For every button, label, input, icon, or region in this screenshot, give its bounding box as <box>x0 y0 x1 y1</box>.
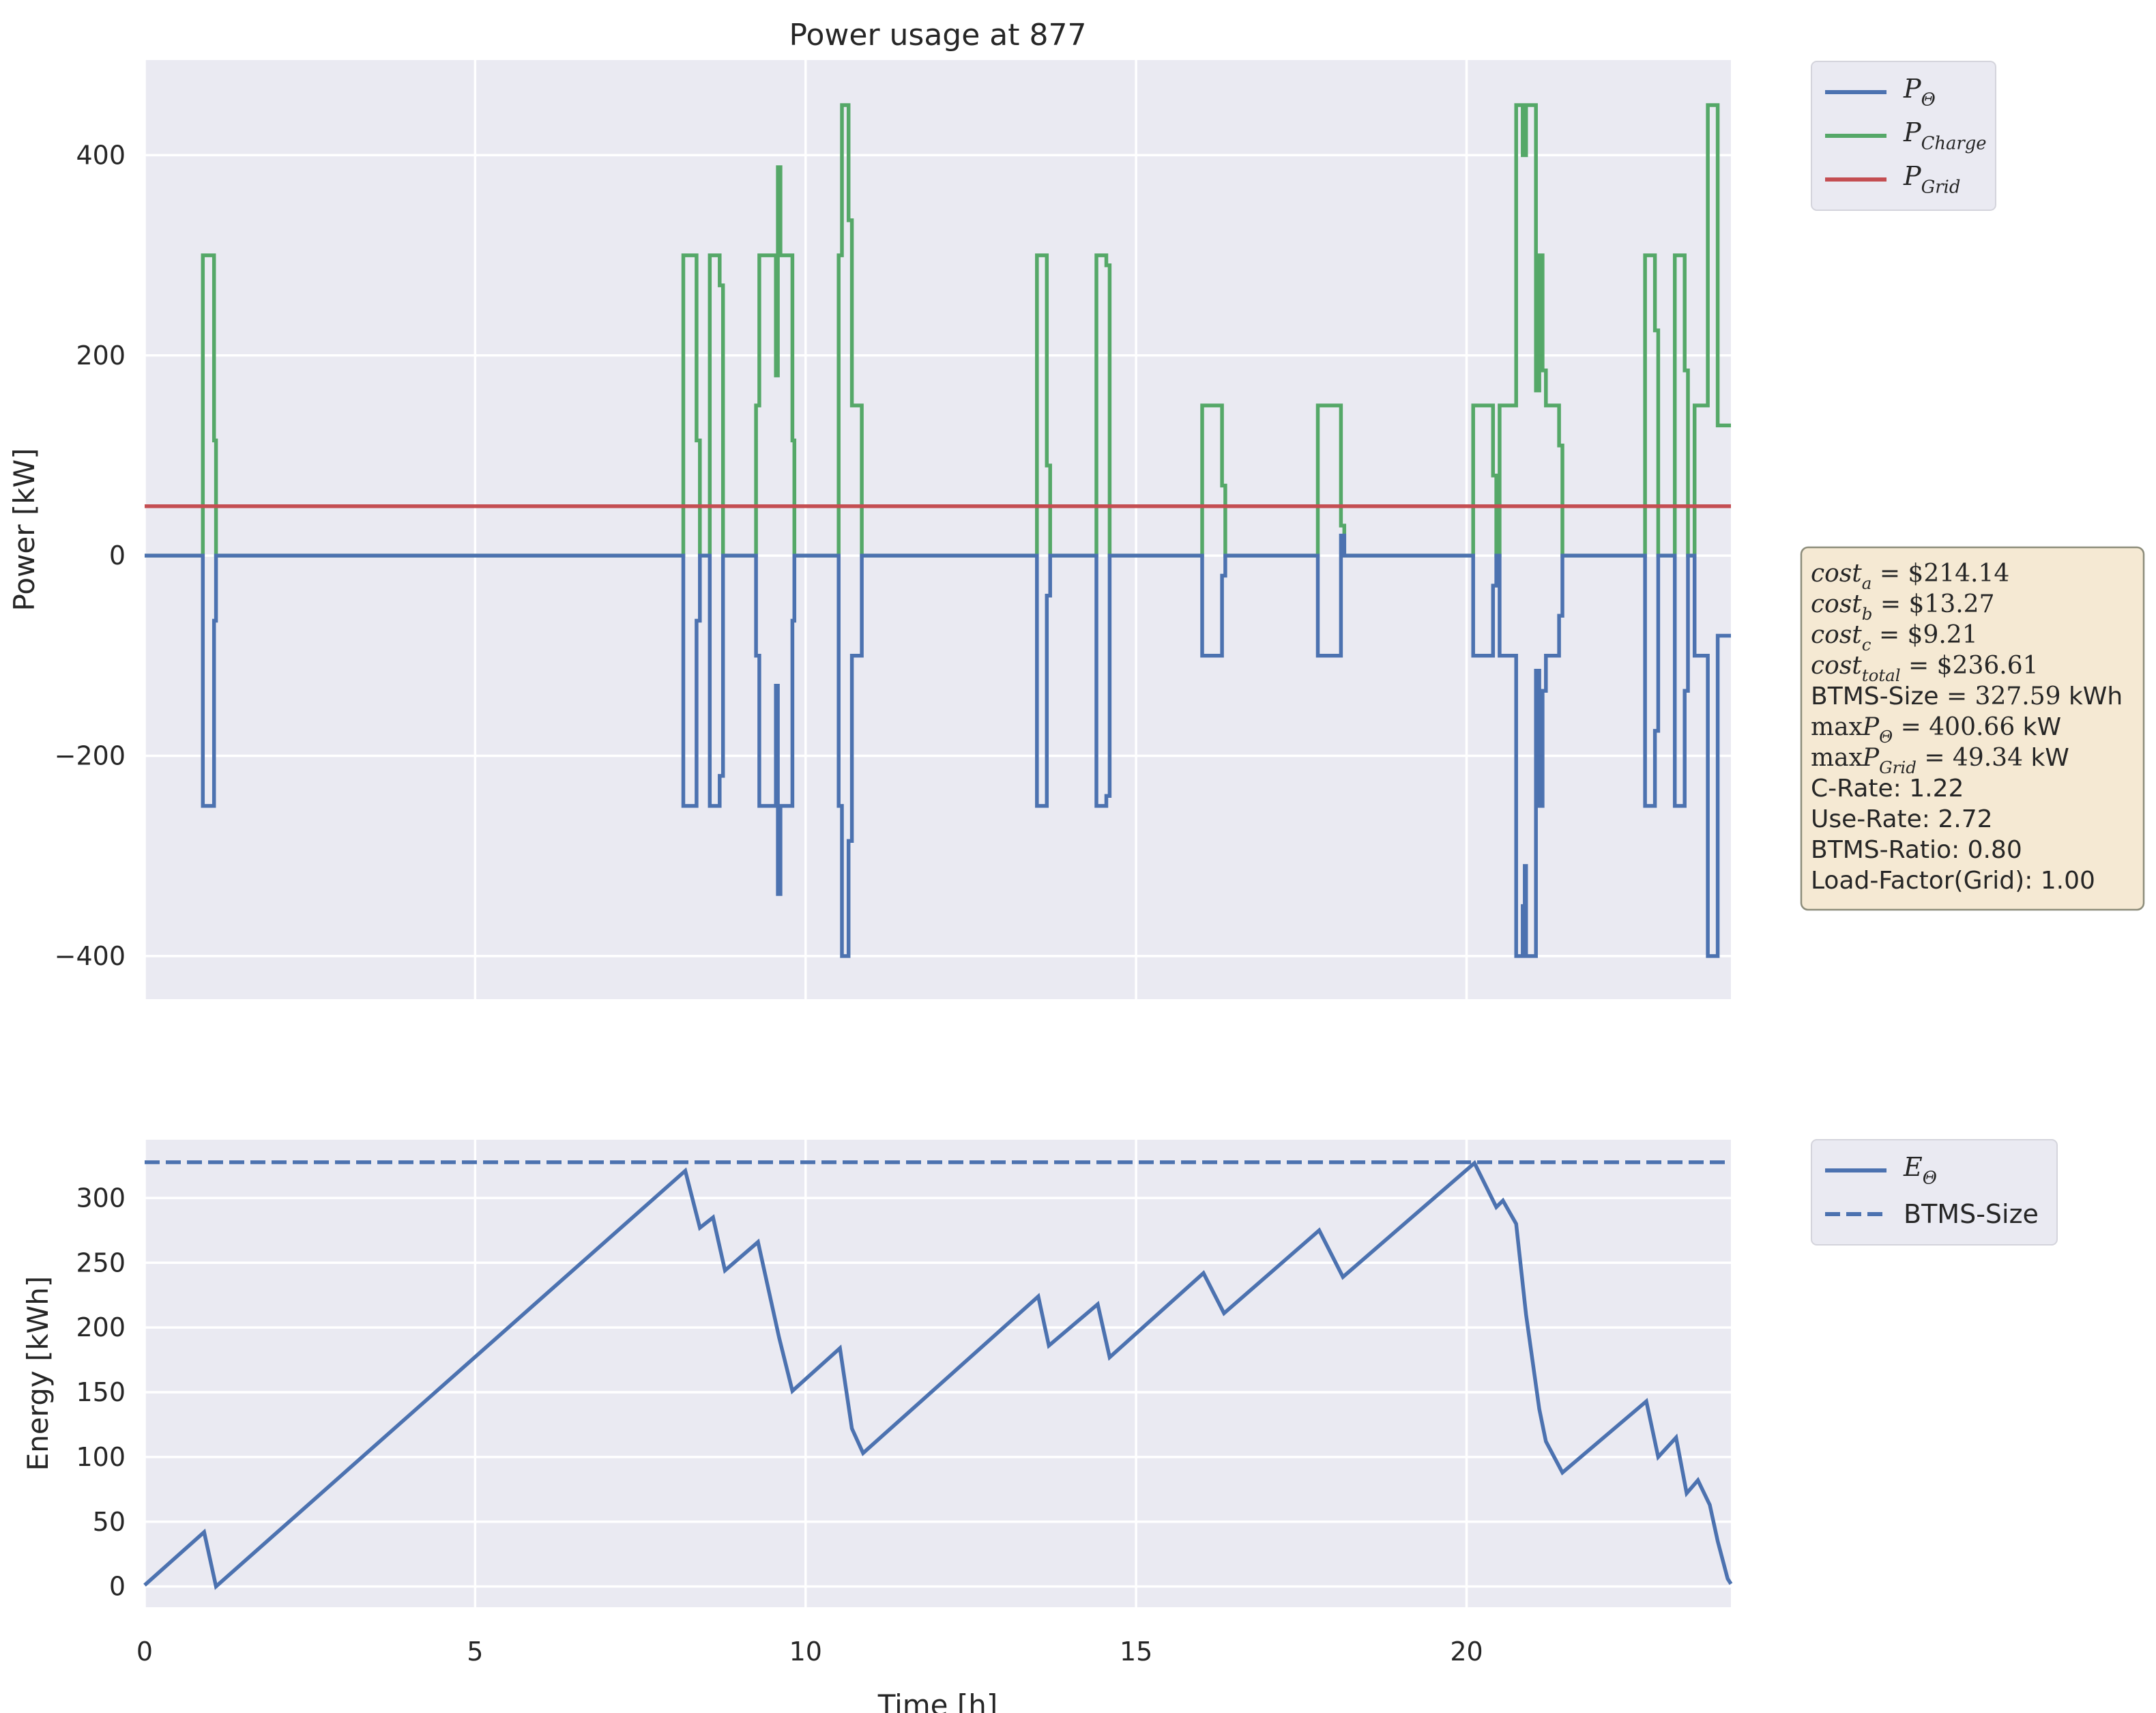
y-axis-label: Energy [kWh] <box>21 1276 55 1471</box>
math-base: P <box>1862 744 1880 772</box>
math-trailing: = $236.61 <box>1901 652 2039 680</box>
math-subscript: Grid <box>1921 177 1961 197</box>
info-label: BTMS-Size <box>1811 682 1947 710</box>
y-tick-label: 300 <box>76 1183 126 1213</box>
legend-label: EΘ <box>1903 1152 1937 1188</box>
info-line: costb = $13.27 <box>1811 590 1994 624</box>
math-base: P <box>1862 713 1880 741</box>
math-subscript: c <box>1862 635 1871 654</box>
info-line: maxPΘ = 400.66 kW <box>1811 713 2061 747</box>
math-subscript: total <box>1862 665 1901 685</box>
math-subscript: Θ <box>1879 727 1893 747</box>
y-tick-label: 0 <box>109 1572 126 1602</box>
y-tick-label: 200 <box>76 341 126 371</box>
energy-chart: 300 250 200 150 100 50 0 0 5 10 15 20 Time [h] Energy… <box>21 1140 1733 1713</box>
legend-label: PΘ <box>1903 74 1936 110</box>
legend-box <box>1811 61 1996 211</box>
y-tick-label: 250 <box>76 1248 126 1278</box>
series-line <box>145 534 1731 958</box>
math-base: cost <box>1811 621 1862 649</box>
math-subscript: Θ <box>1921 89 1936 110</box>
info-line: BTMS-Ratio: 0.80 <box>1811 836 2022 864</box>
y-tick-label: 50 <box>93 1507 126 1537</box>
series-line <box>143 1160 1733 1590</box>
math-trailing: = $9.21 <box>1871 621 1978 649</box>
math-base: cost <box>1811 590 1862 618</box>
info-line: BTMS-Size = 327.59 kWh <box>1811 682 2123 710</box>
legend-box <box>1811 1139 2058 1246</box>
math-prefix: max <box>1811 744 1863 772</box>
info-unit: kWh <box>2061 682 2123 710</box>
info-line: maxPGrid = 49.34 kW <box>1811 744 2069 777</box>
math-subscript: Θ <box>1923 1168 1937 1188</box>
math-subscript: b <box>1862 604 1873 624</box>
math-base: P <box>1903 161 1922 191</box>
chart-title: Power usage at 877 <box>789 18 1087 53</box>
info-line: costa = $214.14 <box>1811 560 2009 593</box>
info-math: = 327.59 <box>1947 682 2061 710</box>
math-prefix: max <box>1811 713 1863 741</box>
y-tick-label: 100 <box>76 1442 126 1472</box>
info-line: costtotal = $236.61 <box>1811 652 2039 685</box>
y-tick-label: −400 <box>55 941 126 971</box>
plot-area <box>145 60 1731 999</box>
plot-area <box>145 1140 1731 1607</box>
energy-legend: EΘ BTMS-Size <box>1811 1139 2058 1246</box>
y-tick-label: 150 <box>76 1377 126 1407</box>
info-box-frame <box>1800 546 2145 911</box>
math-subscript: Grid <box>1879 758 1917 777</box>
x-axis-label: Time [h] <box>877 1688 998 1713</box>
legend-label: PCharge <box>1903 117 1987 154</box>
math-trailing: kW <box>2023 744 2069 772</box>
math-base: cost <box>1811 560 1862 588</box>
math-trailing: = 400.66 <box>1893 713 2015 741</box>
y-tick-label: 200 <box>76 1312 126 1342</box>
x-tick-label: 10 <box>789 1637 822 1667</box>
math-base: E <box>1903 1152 1923 1182</box>
legend-label: PGrid <box>1903 161 1960 197</box>
x-tick-label: 20 <box>1450 1637 1483 1667</box>
math-subscript: a <box>1862 573 1872 593</box>
legend-label: BTMS-Size <box>1904 1199 2039 1229</box>
math-trailing: = 49.34 <box>1917 744 2023 772</box>
power-usage-chart: 400 200 0 −200 −400 Power usage at 877 Power [… <box>8 18 1731 999</box>
y-tick-label: −200 <box>55 741 126 771</box>
math-base: P <box>1903 117 1922 147</box>
math-trailing: = $13.27 <box>1872 590 1994 618</box>
math-base: P <box>1903 74 1922 104</box>
info-line: C-Rate: 1.22 <box>1811 775 1964 803</box>
info-line: Load-Factor(Grid): 1.00 <box>1811 867 2095 895</box>
y-tick-label: 0 <box>109 541 126 571</box>
x-tick-label: 15 <box>1120 1637 1152 1667</box>
math-subscript: Charge <box>1921 133 1987 154</box>
info-line: Use-Rate: 2.72 <box>1811 805 1993 833</box>
info-line: costc = $9.21 <box>1811 621 1978 654</box>
math-base: cost <box>1811 652 1862 680</box>
x-tick-label: 5 <box>467 1637 483 1667</box>
y-axis-label: Power [kW] <box>8 448 41 611</box>
math-trailing: kW <box>2015 713 2061 741</box>
y-tick-label: 400 <box>76 140 126 170</box>
x-tick-label: 0 <box>136 1637 153 1667</box>
math-trailing: = $214.14 <box>1871 560 2009 588</box>
